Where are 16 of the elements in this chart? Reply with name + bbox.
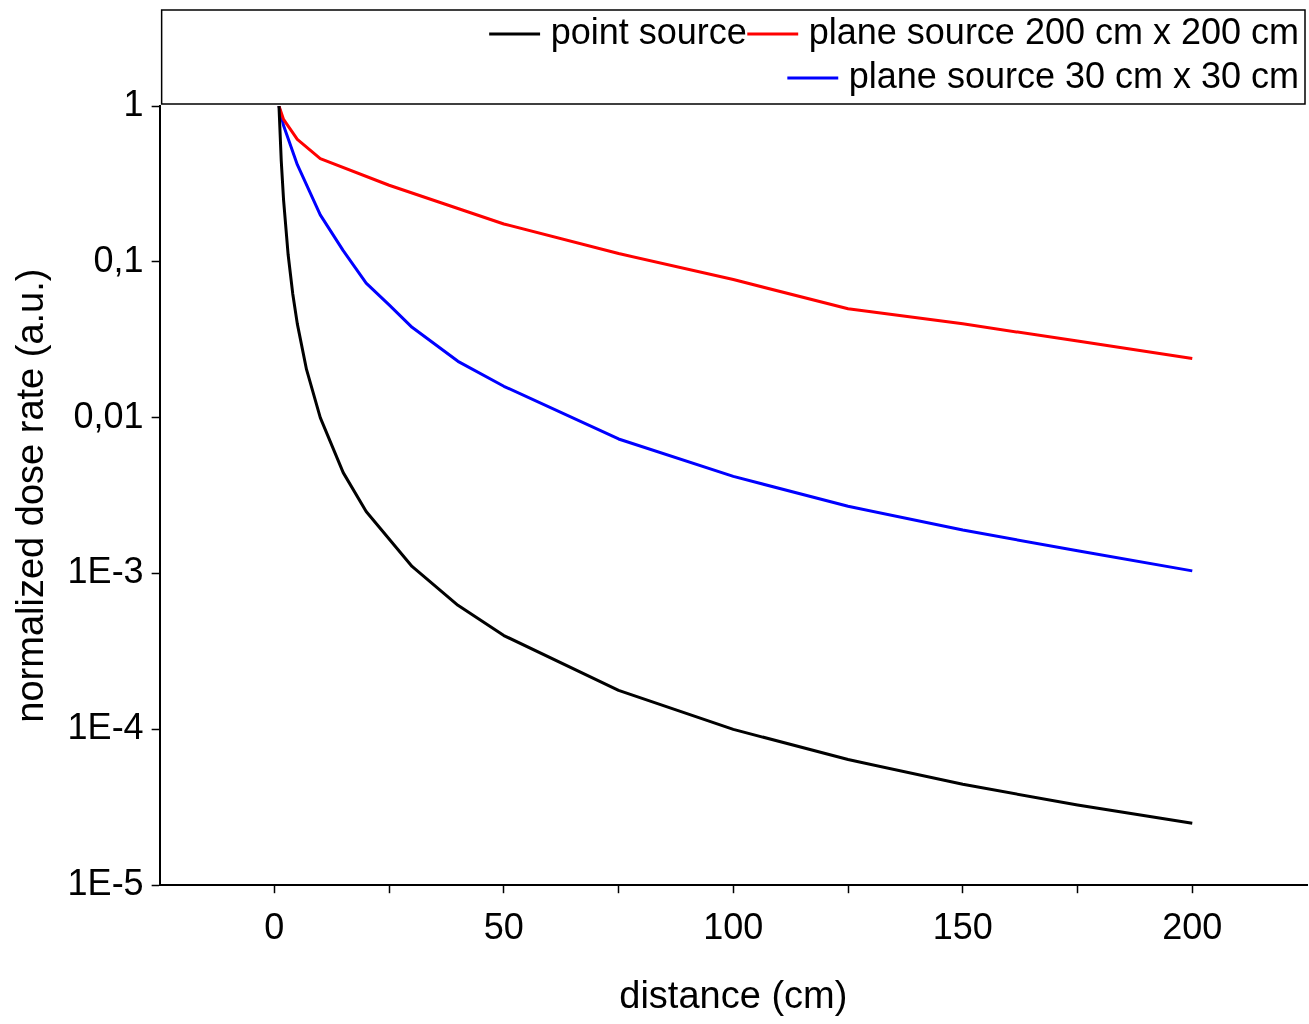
x-tick-label: 50: [483, 905, 524, 947]
y-tick-label: 1E-5: [67, 862, 144, 904]
y-tick-label: 1E-3: [67, 550, 144, 592]
y-tick-label: 1E-4: [67, 706, 144, 748]
legend-label: plane source 200 cm x 200 cm: [808, 10, 1300, 52]
x-axis-title: distance (cm): [619, 973, 848, 1016]
x-tick-label: 200: [1162, 905, 1223, 947]
y-tick-label: 0,01: [73, 394, 144, 436]
y-tick-label: 1: [123, 82, 144, 124]
x-tick-label: 150: [932, 905, 993, 947]
x-tick-label: 0: [264, 905, 285, 947]
y-tick-label: 0,1: [93, 238, 144, 280]
y-axis-title: normalized dose rate (a.u.): [9, 268, 52, 723]
legend-label: point source: [550, 10, 747, 52]
x-tick-label: 100: [703, 905, 764, 947]
legend-label: plane source 30 cm x 30 cm: [848, 54, 1300, 96]
